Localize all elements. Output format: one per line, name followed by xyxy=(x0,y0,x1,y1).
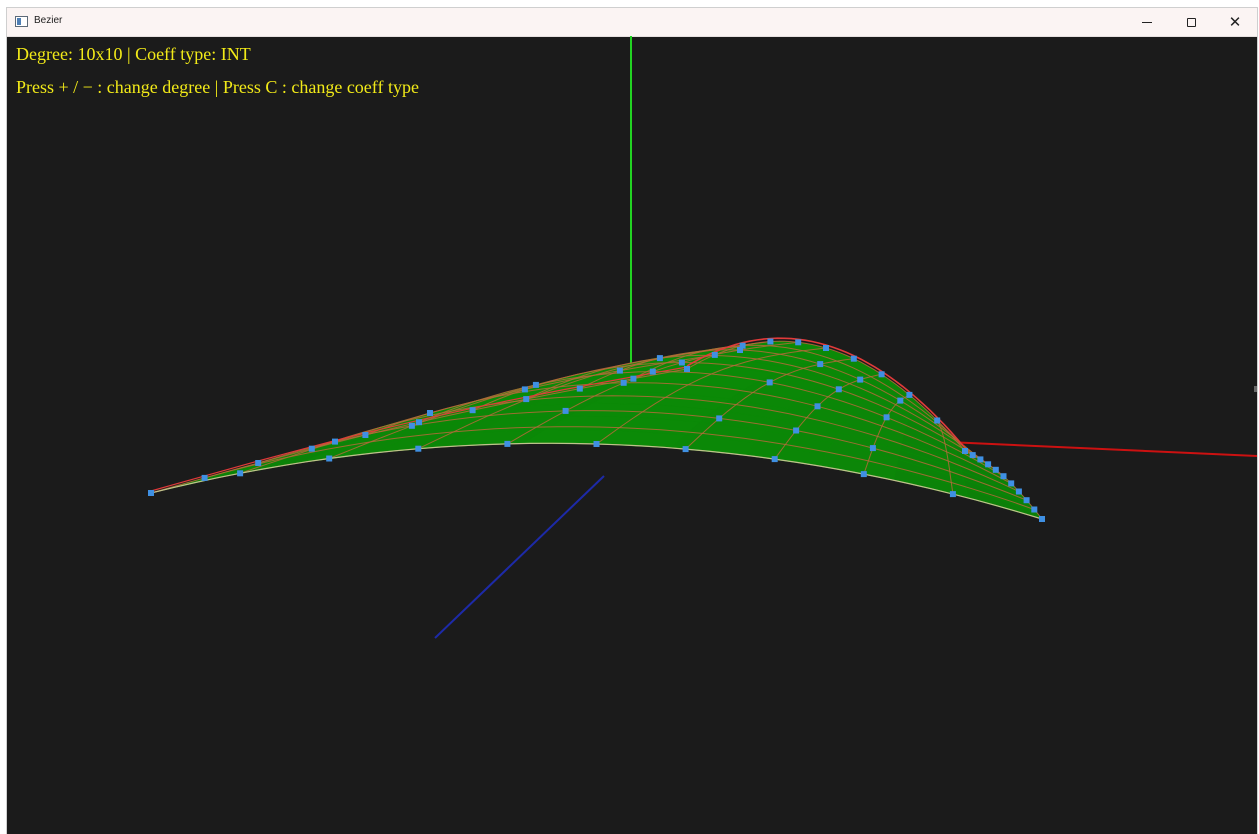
control-point xyxy=(878,371,885,378)
control-point xyxy=(255,460,262,466)
control-point xyxy=(427,410,433,416)
close-icon: ✕ xyxy=(1228,12,1242,31)
control-point xyxy=(969,452,976,459)
control-point xyxy=(656,355,663,362)
title-bar[interactable]: Bezier ✕ xyxy=(7,8,1257,37)
surface-isoline xyxy=(418,371,1004,477)
control-point xyxy=(766,379,773,386)
control-point xyxy=(897,397,904,404)
control-point xyxy=(521,386,528,393)
control-point xyxy=(1015,488,1022,495)
control-point xyxy=(1008,480,1015,487)
control-point xyxy=(711,351,718,358)
control-point xyxy=(737,347,743,353)
control-point xyxy=(576,385,583,392)
control-point xyxy=(332,438,338,445)
control-point xyxy=(148,490,154,496)
control-point xyxy=(906,391,913,398)
control-point xyxy=(857,376,864,383)
control-point xyxy=(767,338,774,345)
bezier-surface xyxy=(150,337,1043,520)
control-point xyxy=(408,422,415,429)
control-point xyxy=(739,342,746,349)
window-title: Bezier xyxy=(34,15,63,26)
surface-isoline xyxy=(633,344,974,456)
control-point xyxy=(814,403,821,410)
control-point xyxy=(201,474,208,481)
control-point xyxy=(593,441,600,447)
maximize-button[interactable] xyxy=(1169,8,1213,36)
control-points xyxy=(148,338,1045,522)
control-point xyxy=(985,461,992,468)
control-point xyxy=(237,470,244,477)
control-point xyxy=(308,445,315,452)
control-point xyxy=(883,414,890,421)
control-point xyxy=(795,339,802,346)
control-point xyxy=(1039,516,1045,522)
control-point xyxy=(562,407,569,414)
app-window: Bezier ✕ Degree: 10x10 | Coeff type: INT… xyxy=(7,8,1257,834)
control-point xyxy=(860,471,867,478)
hud-degree-info: Degree: 10x10 | Coeff type: INT xyxy=(16,44,251,64)
control-point xyxy=(962,448,968,454)
close-button[interactable]: ✕ xyxy=(1213,8,1257,36)
control-point xyxy=(469,407,476,414)
control-point xyxy=(949,491,956,498)
surface-isoline xyxy=(204,426,1035,510)
hud-key-help: Press + / − : change degree | Press C : … xyxy=(16,77,419,97)
control-point xyxy=(504,440,511,447)
control-point xyxy=(1000,473,1007,480)
control-point xyxy=(630,375,637,382)
control-point xyxy=(992,466,999,473)
axis-x-line xyxy=(946,441,1257,457)
control-point xyxy=(416,419,422,426)
control-point xyxy=(934,417,941,424)
control-point xyxy=(869,445,876,452)
minimize-button[interactable] xyxy=(1125,8,1169,36)
maximize-icon xyxy=(1186,17,1196,27)
minimize-icon xyxy=(1142,21,1152,23)
axes-group xyxy=(434,36,1257,639)
control-point xyxy=(716,415,723,422)
control-point xyxy=(835,386,842,393)
window-app-icon xyxy=(15,16,28,27)
control-point xyxy=(850,355,857,362)
surface-isoline xyxy=(525,354,989,465)
edge-marker xyxy=(1254,386,1257,392)
surface-isoline xyxy=(579,349,981,460)
control-point xyxy=(649,368,656,375)
control-point xyxy=(793,427,800,434)
scene-canvas[interactable] xyxy=(7,36,1257,834)
control-point xyxy=(977,456,984,463)
surface-isoline xyxy=(258,410,1027,501)
control-point xyxy=(326,455,333,462)
control-point xyxy=(823,345,829,351)
control-point xyxy=(771,456,778,463)
render-viewport[interactable]: Degree: 10x10 | Coeff type: INT Press + … xyxy=(7,36,1257,834)
control-point xyxy=(678,359,685,366)
control-point xyxy=(362,432,369,438)
control-point xyxy=(817,361,824,368)
control-point xyxy=(620,379,627,386)
control-point xyxy=(616,367,623,374)
surface-isoline xyxy=(472,361,997,471)
control-point xyxy=(1023,497,1030,504)
control-point xyxy=(532,381,539,388)
axis-z-line xyxy=(434,475,605,639)
control-point xyxy=(415,445,422,452)
control-point xyxy=(682,446,689,453)
control-point xyxy=(684,366,690,372)
control-point xyxy=(1031,506,1038,513)
control-point xyxy=(523,396,530,403)
